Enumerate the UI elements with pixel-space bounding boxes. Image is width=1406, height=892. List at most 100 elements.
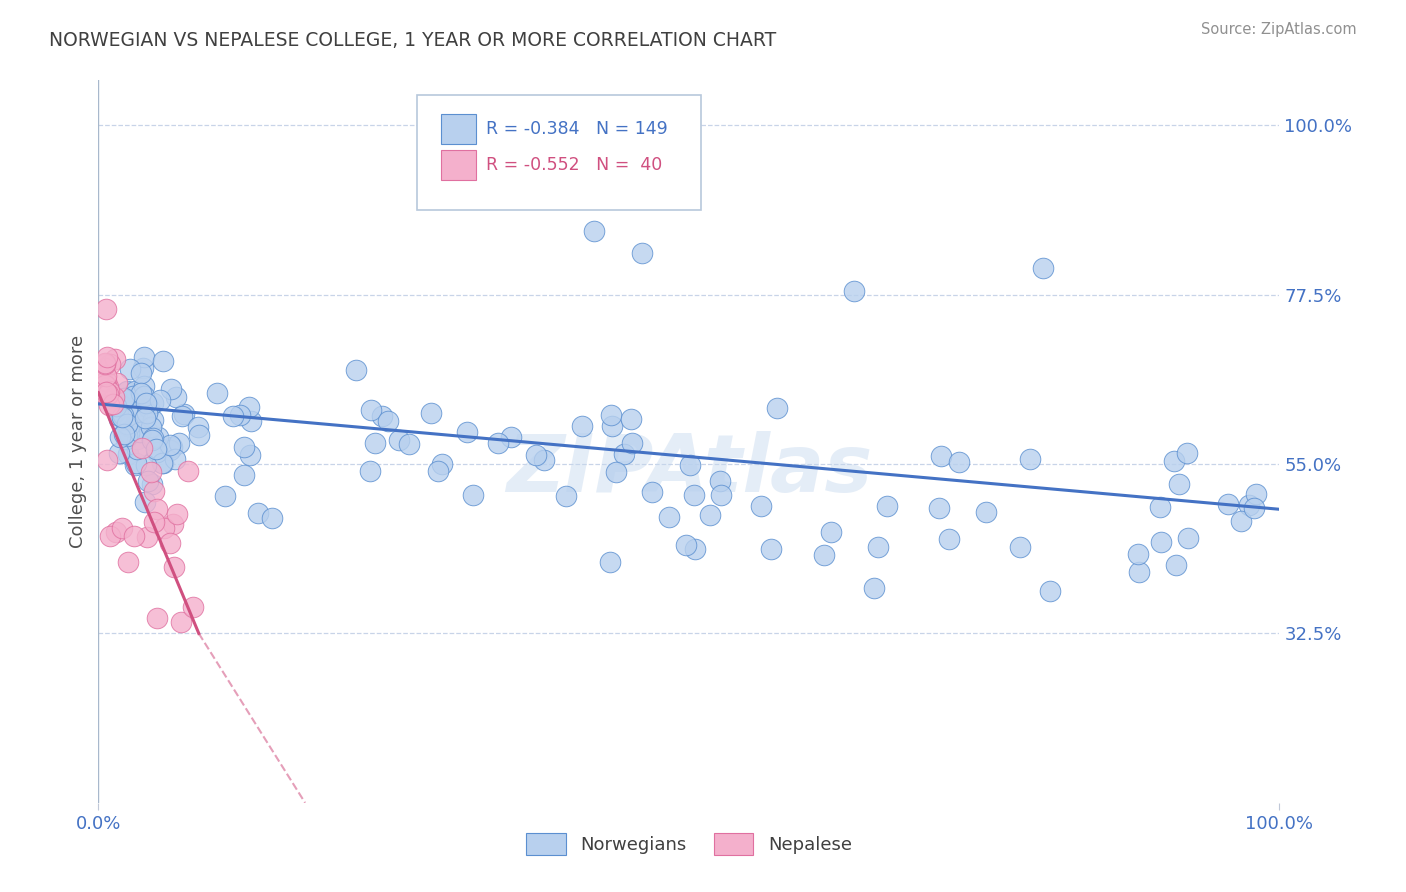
Point bbox=[131, 386, 153, 401]
Point bbox=[658, 510, 681, 524]
Point bbox=[1149, 500, 1171, 514]
Point bbox=[371, 409, 394, 423]
Point bbox=[122, 388, 145, 402]
Point bbox=[94, 356, 117, 370]
Point bbox=[456, 425, 478, 439]
Point bbox=[142, 431, 165, 445]
Point bbox=[620, 412, 643, 426]
Point bbox=[427, 464, 450, 478]
Point bbox=[159, 536, 181, 550]
Point bbox=[114, 384, 136, 399]
Point bbox=[94, 384, 117, 399]
Point bbox=[117, 447, 139, 461]
Point bbox=[125, 456, 148, 470]
Point bbox=[232, 467, 254, 482]
Point bbox=[555, 490, 578, 504]
Point bbox=[709, 474, 731, 488]
Point bbox=[162, 517, 184, 532]
Point bbox=[112, 392, 135, 406]
Point bbox=[141, 476, 163, 491]
Point bbox=[159, 438, 181, 452]
Point bbox=[1163, 454, 1185, 468]
Point bbox=[103, 351, 125, 366]
Point bbox=[146, 430, 169, 444]
Point bbox=[103, 397, 125, 411]
Point bbox=[105, 399, 128, 413]
Point bbox=[103, 390, 125, 404]
Point bbox=[98, 398, 121, 412]
Point bbox=[141, 434, 163, 448]
Point bbox=[115, 384, 138, 399]
Point bbox=[173, 408, 195, 422]
Point bbox=[142, 396, 165, 410]
Point bbox=[1244, 486, 1267, 500]
Point bbox=[1039, 584, 1062, 599]
Point bbox=[124, 407, 146, 421]
FancyBboxPatch shape bbox=[441, 150, 477, 180]
Point bbox=[571, 419, 593, 434]
Point bbox=[127, 442, 149, 457]
Text: R = -0.384   N = 149: R = -0.384 N = 149 bbox=[486, 120, 668, 137]
Point bbox=[524, 448, 547, 462]
Point bbox=[134, 494, 156, 508]
Point bbox=[709, 488, 731, 502]
Point bbox=[107, 446, 129, 460]
Point bbox=[974, 505, 997, 519]
Point bbox=[844, 284, 866, 298]
Point bbox=[207, 386, 229, 401]
Point bbox=[94, 378, 117, 392]
Point bbox=[1128, 565, 1150, 579]
Point bbox=[928, 500, 950, 515]
Point bbox=[228, 408, 250, 422]
Point bbox=[142, 412, 165, 426]
Point bbox=[262, 511, 284, 525]
Point bbox=[96, 350, 118, 364]
Point bbox=[679, 458, 702, 473]
Point bbox=[420, 407, 443, 421]
Point bbox=[96, 452, 118, 467]
Point bbox=[135, 406, 157, 420]
Text: NORWEGIAN VS NEPALESE COLLEGE, 1 YEAR OR MORE CORRELATION CHART: NORWEGIAN VS NEPALESE COLLEGE, 1 YEAR OR… bbox=[49, 31, 776, 50]
Point bbox=[98, 357, 121, 371]
Point bbox=[169, 436, 191, 450]
Point bbox=[111, 410, 134, 425]
Point bbox=[685, 542, 707, 557]
Point bbox=[143, 515, 166, 529]
Point bbox=[134, 410, 156, 425]
Point bbox=[1229, 515, 1251, 529]
Point bbox=[181, 600, 204, 615]
Point bbox=[160, 382, 183, 396]
Point bbox=[124, 458, 146, 472]
Point bbox=[141, 420, 163, 434]
Point bbox=[683, 488, 706, 502]
Point bbox=[107, 409, 129, 423]
Point bbox=[239, 448, 262, 462]
Point bbox=[165, 451, 187, 466]
Point bbox=[135, 458, 157, 472]
Point bbox=[149, 393, 172, 408]
Point bbox=[359, 464, 381, 478]
Point bbox=[187, 427, 209, 442]
Point bbox=[146, 502, 169, 516]
Point bbox=[98, 384, 121, 398]
Point bbox=[1164, 558, 1187, 573]
Point bbox=[463, 488, 485, 502]
Point bbox=[115, 417, 138, 431]
Point bbox=[1243, 501, 1265, 516]
Point bbox=[1175, 446, 1198, 460]
Point bbox=[751, 499, 773, 513]
Point bbox=[876, 500, 898, 514]
Point bbox=[621, 435, 644, 450]
Point bbox=[129, 425, 152, 439]
Point bbox=[138, 401, 160, 416]
Point bbox=[118, 425, 141, 440]
Point bbox=[152, 354, 174, 368]
Point bbox=[136, 531, 159, 545]
Point bbox=[377, 414, 399, 428]
Text: ZIPAtlas: ZIPAtlas bbox=[506, 432, 872, 509]
Point bbox=[132, 379, 155, 393]
Point bbox=[820, 524, 842, 539]
Point bbox=[1032, 261, 1054, 276]
Point bbox=[240, 414, 263, 428]
Point bbox=[105, 524, 128, 539]
